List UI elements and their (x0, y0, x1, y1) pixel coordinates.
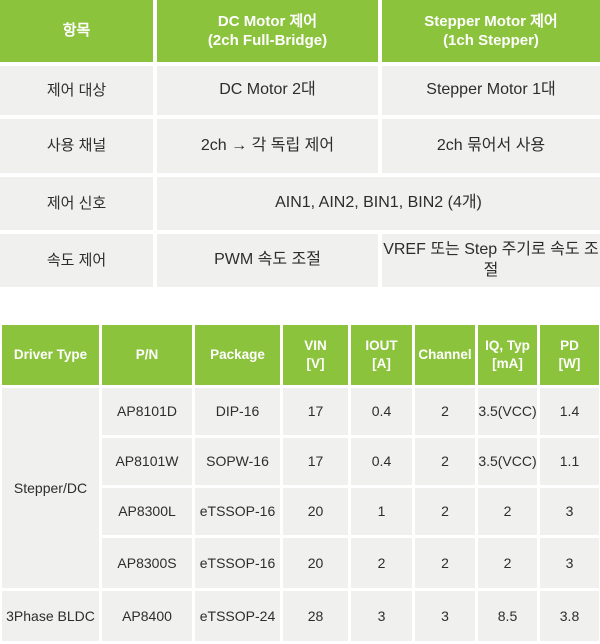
spec-cell-package: eTSSOP-16 (195, 488, 280, 535)
spec-cell-package: eTSSOP-24 (195, 591, 280, 641)
motor-control-comparison-table: 항목 DC Motor 제어 (2ch Full-Bridge) Stepper… (0, 0, 600, 287)
comparison-row-label: 사용 채널 (0, 119, 153, 173)
spec-header-channel: Channel (415, 325, 475, 385)
comparison-row-label: 제어 신호 (0, 177, 153, 230)
comparison-row-label: 속도 제어 (0, 234, 153, 287)
spec-cell-pd: 3.8 (540, 591, 599, 641)
spec-header-pd: PD [W] (540, 325, 599, 385)
spec-cell-vin: 20 (283, 538, 348, 588)
spec-cell-vin: 17 (283, 388, 348, 435)
comparison-header-stepper-line1: Stepper Motor 제어 (424, 12, 558, 30)
spec-cell-channel: 2 (415, 538, 475, 588)
spec-cell-iq: 3.5(VCC) (478, 388, 537, 435)
spec-cell-package: eTSSOP-16 (195, 538, 280, 588)
spec-cell-pn: AP8300S (102, 538, 192, 588)
spec-cell-pd: 1.1 (540, 438, 599, 485)
spec-cell-channel: 2 (415, 488, 475, 535)
spec-header-iout-line1: IOUT (365, 338, 398, 354)
spec-header-vin-line1: VIN (304, 338, 327, 354)
spec-header-package: Package (195, 325, 280, 385)
spec-cell-pn: AP8400 (102, 591, 192, 641)
spec-cell-pn: AP8101D (102, 388, 192, 435)
comparison-header-item-label: 항목 (62, 22, 91, 40)
comparison-row-label: 제어 대상 (0, 66, 153, 115)
spec-cell-iout: 0.4 (351, 388, 412, 435)
comparison-cell-stepper: Stepper Motor 1대 (382, 66, 600, 115)
spec-cell-pd: 3 (540, 488, 599, 535)
comparison-header-dc-line2: (2ch Full-Bridge) (207, 32, 328, 49)
spec-cell-iq: 3.5(VCC) (478, 438, 537, 485)
spec-cell-iout: 0.4 (351, 438, 412, 485)
spec-cell-iq: 8.5 (478, 591, 537, 641)
spec-cell-pn: AP8300L (102, 488, 192, 535)
spec-header-pn: P/N (102, 325, 192, 385)
comparison-cell-stepper: 2ch 묶어서 사용 (382, 119, 600, 173)
comparison-cell-dc: PWM 속도 조절 (157, 234, 378, 287)
spec-cell-iq: 2 (478, 488, 537, 535)
spec-header-pd-line1: PD (560, 338, 579, 354)
spec-cell-iq: 2 (478, 538, 537, 588)
spec-cell-vin: 20 (283, 488, 348, 535)
spec-cell-vin: 17 (283, 438, 348, 485)
spec-header-vin-line2: [V] (306, 356, 325, 371)
spec-header-iq-line2: [mA] (492, 356, 523, 371)
spec-header-pd-line2: [W] (558, 356, 581, 371)
spec-header-driver-type: Driver Type (2, 325, 99, 385)
spec-group-3phase-bldc: 3Phase BLDC (2, 591, 99, 641)
spec-cell-vin: 28 (283, 591, 348, 641)
spec-cell-channel: 2 (415, 438, 475, 485)
spec-cell-package: DIP-16 (195, 388, 280, 435)
spec-cell-package: SOPW-16 (195, 438, 280, 485)
spec-header-channel-label: Channel (418, 347, 472, 363)
comparison-cell-stepper: VREF 또는 Step 주기로 속도 조절 (382, 234, 600, 287)
spec-cell-iout: 1 (351, 488, 412, 535)
comparison-header-dc-motor: DC Motor 제어 (2ch Full-Bridge) (157, 0, 378, 62)
comparison-header-dc-line1: DC Motor 제어 (217, 12, 318, 30)
spec-group-stepper-dc: Stepper/DC (2, 388, 99, 588)
spec-cell-iout: 3 (351, 591, 412, 641)
spec-header-iq-line1: IQ, Typ (485, 338, 530, 354)
spec-cell-pd: 1.4 (540, 388, 599, 435)
spec-header-iout-line2: [A] (372, 356, 391, 371)
comparison-cell-dc: 2ch → 각 독립 제어 (157, 119, 378, 173)
driver-spec-table: Driver Type P/N Package VIN [V] IOUT [A]… (2, 325, 599, 641)
comparison-cell-dc: DC Motor 2대 (157, 66, 378, 115)
comparison-header-stepper-line2: (1ch Stepper) (443, 32, 539, 49)
spec-header-package-label: Package (210, 347, 265, 363)
spec-header-iq: IQ, Typ [mA] (478, 325, 537, 385)
spec-header-iout: IOUT [A] (351, 325, 412, 385)
comparison-header-stepper-motor: Stepper Motor 제어 (1ch Stepper) (382, 0, 600, 62)
spec-cell-iout: 2 (351, 538, 412, 588)
spec-cell-channel: 3 (415, 591, 475, 641)
spec-cell-channel: 2 (415, 388, 475, 435)
spec-header-driver-type-label: Driver Type (13, 347, 88, 363)
spec-header-vin: VIN [V] (283, 325, 348, 385)
spec-cell-pd: 3 (540, 538, 599, 588)
comparison-header-item: 항목 (0, 0, 153, 62)
spec-cell-pn: AP8101W (102, 438, 192, 485)
spec-header-pn-label: P/N (135, 347, 159, 363)
comparison-cell-merged-signals: AIN1, AIN2, BIN1, BIN2 (4개) (157, 177, 600, 230)
